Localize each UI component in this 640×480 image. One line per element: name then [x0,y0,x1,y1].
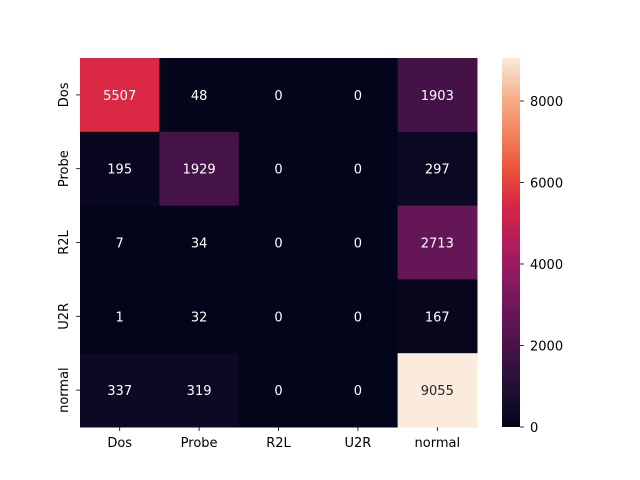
colorbar-tick-label: 6000 [530,176,563,191]
cell-value-label: 319 [187,384,212,399]
heatmap-cell [397,279,478,354]
cell-value-label: 0 [274,163,282,178]
heatmap-cell [159,58,240,133]
cell-value-label: 297 [425,163,450,178]
y-tick-label: Probe [57,150,72,187]
x-tick-label: Probe [181,436,218,451]
cell-value-label: 2713 [421,237,454,252]
heatmap-cell [80,279,160,354]
colorbar-tick-label: 2000 [530,339,563,354]
heatmap-cell [159,131,240,207]
cell-value-label: 32 [191,310,208,325]
heatmap-cell [80,131,160,207]
cell-value-label: 0 [274,310,282,325]
cell-value-label: 1929 [183,163,216,178]
heatmap-cell [238,279,319,354]
colorbar: 0 2000 4000 6000 8000 [502,58,563,436]
heatmap-cell [318,58,399,133]
cell-value-label: 1903 [421,89,454,104]
cell-value-label: 7 [116,237,124,252]
heatmap-cell [318,205,399,280]
heatmap-cell [159,205,240,280]
x-tick-label: normal [415,436,461,451]
y-tick-label: Dos [57,82,72,107]
x-tick-label: R2L [266,436,291,451]
colorbar-tick-label: 4000 [530,258,563,273]
x-axis: Dos Probe R2L U2R normal [107,427,460,451]
heatmap-cell [238,131,319,207]
heatmap-cell [80,58,160,133]
heatmap-cell [238,58,319,133]
cell-value-label: 0 [354,163,362,178]
cell-value-label: 0 [354,310,362,325]
heatmap-cell [80,205,160,280]
heatmap-cell [238,205,319,280]
cell-value-label: 48 [191,89,208,104]
cell-value-label: 0 [274,384,282,399]
cell-value-label: 34 [191,237,208,252]
heatmap-cell [397,58,478,133]
cell-value-label: 0 [274,89,282,104]
cell-value-label: 167 [425,310,450,325]
cell-value-label: 0 [274,237,282,252]
y-tick-label: R2L [57,229,72,254]
colorbar-tick-label: 0 [530,421,538,436]
cell-value-label: 9055 [421,384,454,399]
heatmap-cell [238,353,319,428]
cell-value-label: 0 [354,89,362,104]
heatmap-cell [318,353,399,428]
colorbar-tick-label: 8000 [530,95,563,110]
y-tick-label: normal [57,367,72,413]
heatmap-cell [80,353,160,428]
heatmap-cell [397,353,478,428]
heatmap-cell [318,131,399,207]
cell-value-label: 195 [107,163,132,178]
heatmap-cell [159,279,240,354]
colorbar-gradient [502,58,520,427]
heatmap-cell [159,353,240,428]
heatmap-cell [397,131,478,207]
cell-value-label: 5507 [103,89,136,104]
x-tick-label: Dos [107,436,132,451]
x-tick-label: U2R [344,436,371,451]
cell-value-label: 1 [116,310,124,325]
cell-value-label: 0 [354,384,362,399]
cell-value-label: 337 [107,384,132,399]
heatmap-cells: 5507 48 0 0 1903 195 1929 0 0 297 7 34 0 0 2713 1 32 0 0 16… [80,58,478,428]
y-axis: Dos Probe R2L U2R normal [57,82,80,413]
cell-value-label: 0 [354,237,362,252]
heatmap-cell [318,279,399,354]
heatmap-cell [397,205,478,280]
y-tick-label: U2R [57,303,72,330]
